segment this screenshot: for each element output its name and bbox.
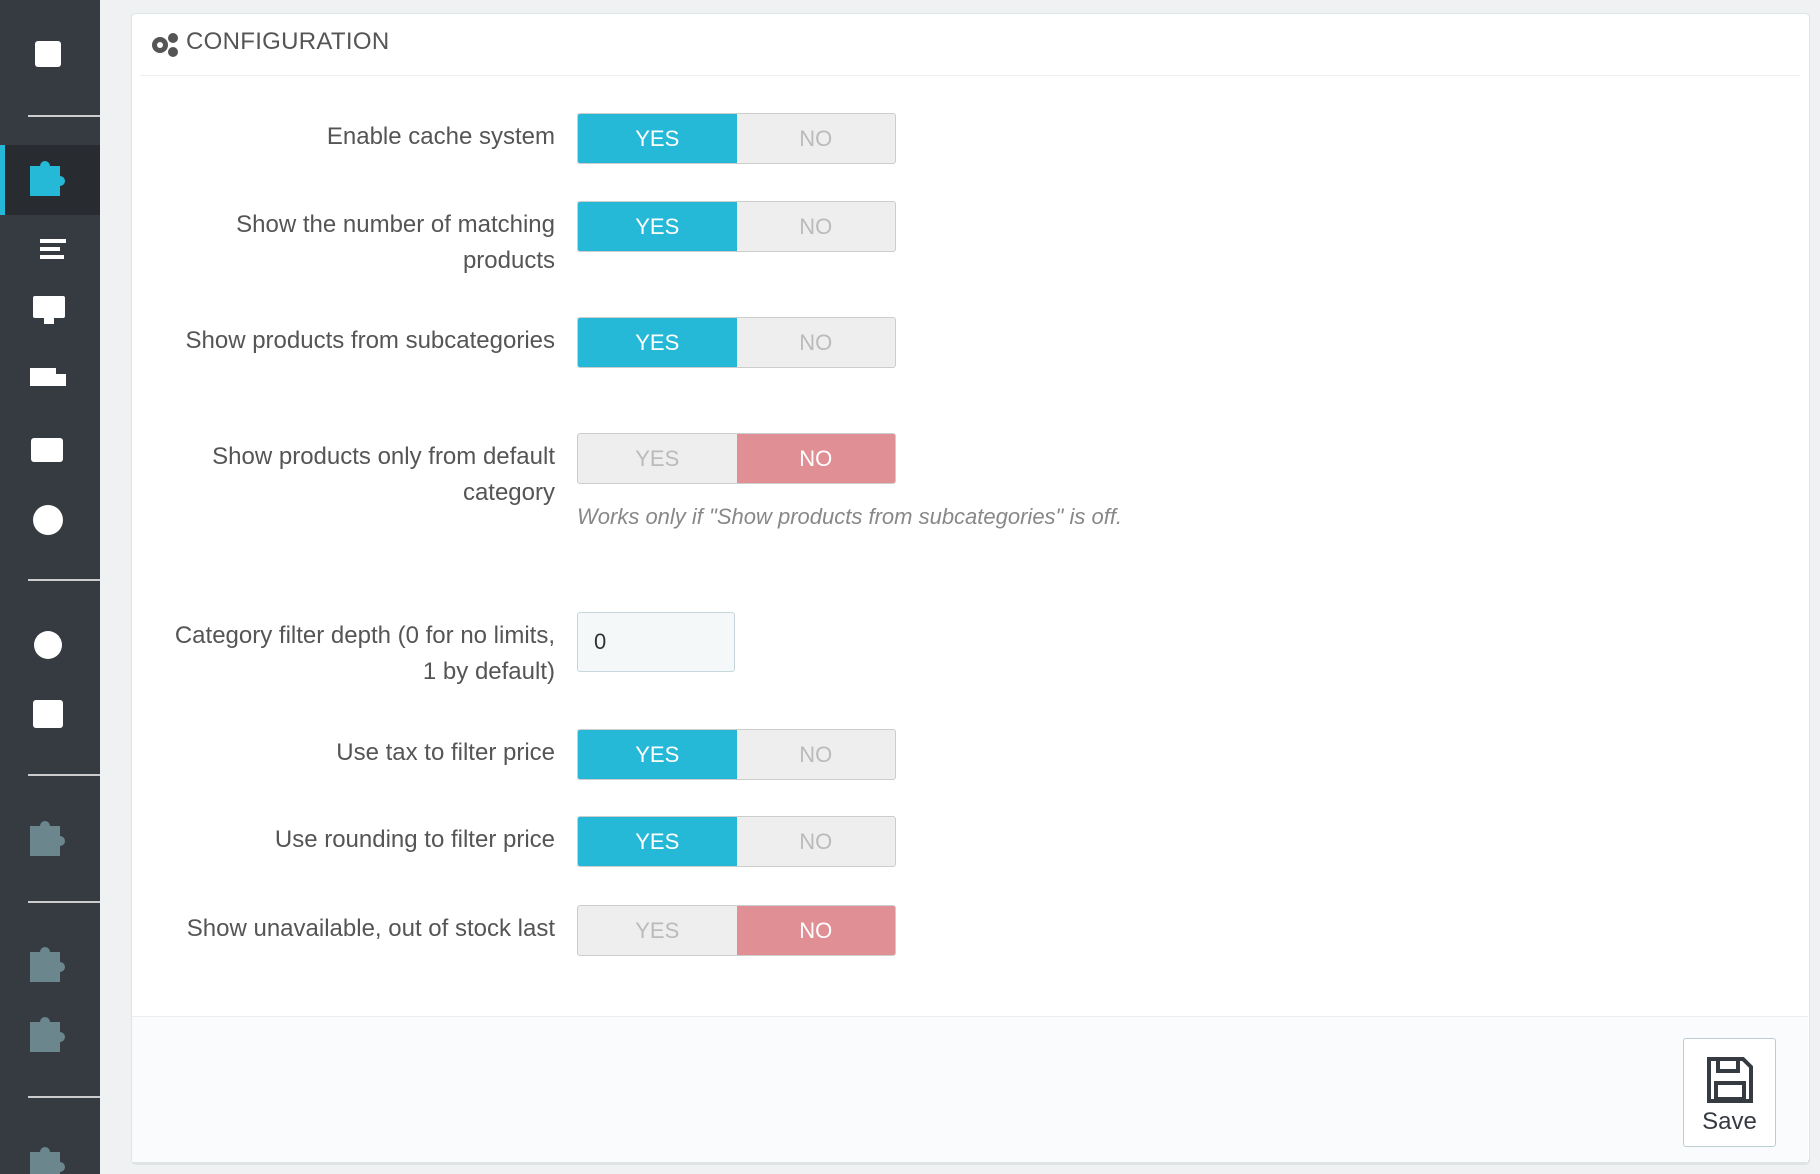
save-button[interactable]: Save [1683,1038,1776,1147]
field-label: Show unavailable, out of stock last [186,915,555,942]
field-label: Enable cache system [326,123,555,150]
text-input[interactable]: 0 [577,612,735,672]
toggle-yes[interactable]: YES [635,446,680,471]
toggle-no[interactable]: NO [799,742,833,767]
field-label: Category filter depth (0 for no limits, … [174,622,555,685]
toggle-yes[interactable]: YES [578,202,737,251]
toggle-yes[interactable]: YES [578,114,737,163]
toggle-no[interactable]: NO [799,126,833,151]
toggle-switch[interactable]: YES NO [577,433,896,484]
toggle-no[interactable]: NO [736,906,895,955]
gear-icon [152,33,178,57]
toggle-yes[interactable]: YES [635,918,680,943]
toggle-switch[interactable]: YES NO [577,113,896,164]
toggle-yes[interactable]: YES [578,817,737,866]
field-label: Show products from subcategories [185,327,555,354]
toggle-no[interactable]: NO [799,829,833,854]
toggle-yes[interactable]: YES [578,318,737,367]
toggle-switch[interactable]: YES NO [577,816,896,867]
sidebar [0,0,100,1174]
field-label: Show products only from default category [212,443,555,506]
save-icon [1706,1057,1753,1103]
toggle-yes[interactable]: YES [578,730,737,779]
help-text: Works only if "Show products from subcat… [577,504,1123,529]
panel-title: CONFIGURATION [186,28,390,55]
field-label: Use rounding to filter price [274,826,555,853]
sidebar-icons [0,41,100,1174]
toggle-switch[interactable]: YES NO [577,201,896,252]
toggle-no[interactable]: NO [736,434,895,483]
panel-footer [132,1016,1808,1162]
toggle-switch[interactable]: YES NO [577,905,896,956]
divider [140,75,1800,76]
toggle-switch[interactable]: YES NO [577,729,896,780]
toggle-switch[interactable]: YES NO [577,317,896,368]
field-label: Use tax to filter price [336,739,555,766]
save-label: Save [1702,1108,1757,1135]
toggle-no[interactable]: NO [799,330,833,355]
field-label: Show the number of matching products [236,211,555,274]
toggle-no[interactable]: NO [799,214,833,239]
panel [131,13,1810,1163]
